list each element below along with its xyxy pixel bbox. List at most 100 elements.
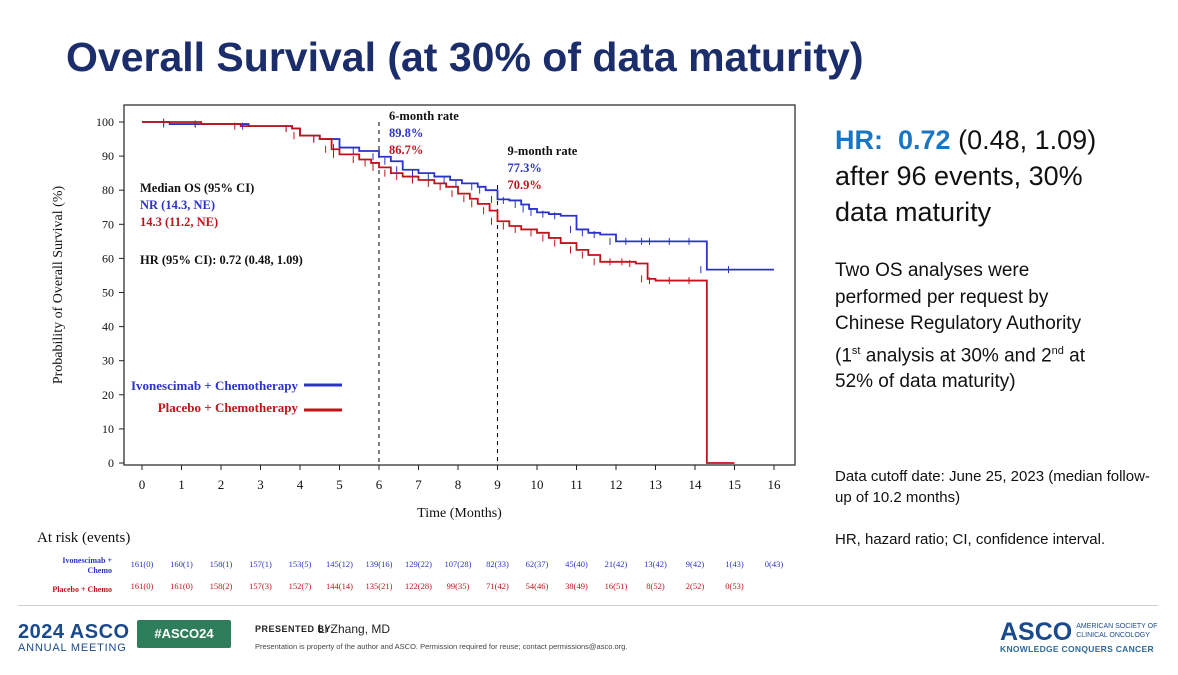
- at-risk-cell: 82(33): [486, 559, 509, 569]
- x-tick-label: 2: [218, 477, 225, 492]
- hr-summary: HR: 0.72 (0.48, 1.09) after 96 events, 3…: [835, 122, 1165, 230]
- note-line: 52% of data maturity): [835, 371, 1016, 393]
- x-tick-label: 6: [376, 477, 383, 492]
- at-risk-cell: 135(21): [366, 581, 393, 591]
- hr-events: after 96 events, 30%: [835, 161, 1083, 191]
- note-sup: nd: [1051, 344, 1064, 357]
- x-tick-label: 4: [297, 477, 304, 492]
- y-tick-label: 60: [102, 251, 114, 265]
- y-tick-label: 70: [102, 217, 114, 231]
- legend-label-ivo: Ivonescimab + Chemotherapy: [131, 378, 299, 393]
- note-line: Chinese Regulatory Authority: [835, 313, 1082, 334]
- at-risk-cell: 145(12): [326, 559, 353, 569]
- landmark-rate-ivo: 77.3%: [508, 161, 542, 175]
- y-axis-label: Probability of Overall Survival (%): [51, 186, 66, 385]
- landmark-rate-ivo: 89.8%: [389, 126, 423, 140]
- note-sup: st: [851, 344, 861, 357]
- y-tick-label: 100: [96, 115, 114, 129]
- asco-society-line: AMERICAN SOCIETY OF: [1076, 623, 1158, 630]
- footer-divider: [18, 605, 1158, 606]
- km-curve-placebo: [142, 121, 735, 464]
- x-tick-label: 11: [570, 477, 583, 492]
- y-tick-label: 50: [102, 286, 114, 300]
- median-pbo: 14.3 (11.2, NE): [140, 215, 218, 229]
- at-risk-cell: 161(0): [131, 559, 154, 569]
- note-line: (1st analysis at 30% and 2nd at: [835, 338, 1165, 370]
- at-risk-cell: 21(42): [605, 559, 628, 569]
- at-risk-cell: 0(53): [725, 581, 744, 591]
- at-risk-cell: 144(14): [326, 581, 353, 591]
- x-tick-label: 10: [531, 477, 544, 492]
- x-tick-label: 14: [689, 477, 703, 492]
- asco-meeting-logo: 2024 ASCO ANNUAL MEETING: [18, 621, 130, 654]
- at-risk-cell: 161(0): [170, 581, 193, 591]
- meeting-logo-subtext: ANNUAL MEETING: [18, 642, 127, 654]
- abbreviations: HR, hazard ratio; CI, confidence interva…: [835, 531, 1106, 548]
- median-ivo: NR (14.3, NE): [140, 198, 215, 212]
- at-risk-cell: 9(42): [686, 559, 705, 569]
- x-tick-label: 13: [649, 477, 662, 492]
- at-risk-cell: 129(22): [405, 559, 432, 569]
- presented-by-label: PRESENTED BY:: [255, 624, 334, 634]
- at-risk-cell: 13(42): [644, 559, 667, 569]
- median-header: Median OS (95% CI): [140, 181, 254, 195]
- at-risk-cell: 0(43): [765, 559, 784, 569]
- x-tick-label: 9: [494, 477, 501, 492]
- at-risk-cell: 45(40): [565, 559, 588, 569]
- at-risk-cell: 139(16): [366, 559, 393, 569]
- plot-frame: [123, 104, 796, 466]
- at-risk-cell: 54(46): [526, 581, 549, 591]
- asco-tagline: KNOWLEDGE CONQUERS CANCER: [1000, 644, 1154, 654]
- at-risk-cell: 99(35): [447, 581, 470, 591]
- y-tick-label: 30: [102, 354, 114, 368]
- landmark-title: 6-month rate: [389, 109, 459, 123]
- y-tick-label: 40: [102, 320, 114, 334]
- x-axis-label: Time (Months): [417, 506, 502, 521]
- at-risk-cell: 62(37): [526, 559, 549, 569]
- asco-logo: ASCO AMERICAN SOCIETY OF CLINICAL ONCOLOGY…: [1000, 618, 1157, 654]
- at-risk-cell: 158(2): [210, 581, 233, 591]
- note-line: Two OS analyses were: [835, 260, 1030, 281]
- note-line: performed per request by: [835, 286, 1049, 308]
- note-text: (1: [835, 344, 852, 366]
- y-tick-label: 0: [108, 456, 114, 470]
- x-tick-label: 5: [336, 477, 343, 492]
- legend-label-pbo: Placebo + Chemotherapy: [158, 400, 299, 415]
- note-text: analysis at 30% and 2: [860, 344, 1052, 366]
- at-risk-title: At risk (events): [37, 530, 130, 546]
- slide-title: Overall Survival (at 30% of data maturit…: [66, 34, 864, 80]
- hr-value: 0.72: [898, 125, 951, 155]
- x-tick-label: 16: [768, 477, 782, 492]
- y-tick-label: 90: [102, 149, 114, 163]
- at-risk-cell: 38(49): [565, 581, 588, 591]
- at-risk-cell: 16(51): [605, 581, 628, 591]
- data-cutoff: Data cutoff date: June 25, 2023 (median …: [835, 468, 1150, 506]
- at-risk-cell: 122(28): [405, 581, 432, 591]
- at-risk-cell: 157(3): [249, 581, 272, 591]
- at-risk-cell: 160(1): [170, 559, 193, 569]
- at-risk-cell: 2(52): [686, 581, 705, 591]
- meeting-logo-text: 2024 ASCO: [18, 621, 130, 643]
- x-tick-label: 7: [415, 477, 422, 492]
- at-risk-cell: 1(43): [725, 559, 744, 569]
- x-tick-label: 15: [728, 477, 741, 492]
- x-tick-label: 12: [610, 477, 623, 492]
- disclaimer: Presentation is property of the author a…: [255, 642, 628, 651]
- landmark-title: 9-month rate: [508, 144, 578, 158]
- at-risk-cell: 158(1): [210, 559, 233, 569]
- asco-society: AMERICAN SOCIETY OF CLINICAL ONCOLOGY: [1076, 622, 1157, 640]
- y-tick-label: 10: [102, 422, 114, 436]
- landmark-rate-pbo: 86.7%: [389, 143, 423, 157]
- asco-society-line: CLINICAL ONCOLOGY: [1076, 632, 1150, 639]
- km-curve-ivonescimab: [142, 121, 774, 271]
- at-risk-row-label: Placebo + Chemo: [52, 585, 112, 594]
- asco-wordmark: ASCO: [1000, 618, 1073, 646]
- at-risk-cell: 152(7): [289, 581, 312, 591]
- at-risk-cell: 157(1): [249, 559, 272, 569]
- presenter-name: Li Zhang, MD: [318, 622, 391, 636]
- x-tick-label: 8: [455, 477, 462, 492]
- hashtag-badge: #ASCO24: [137, 620, 231, 648]
- landmark-rate-pbo: 70.9%: [508, 178, 542, 192]
- at-risk-cell: 71(42): [486, 581, 509, 591]
